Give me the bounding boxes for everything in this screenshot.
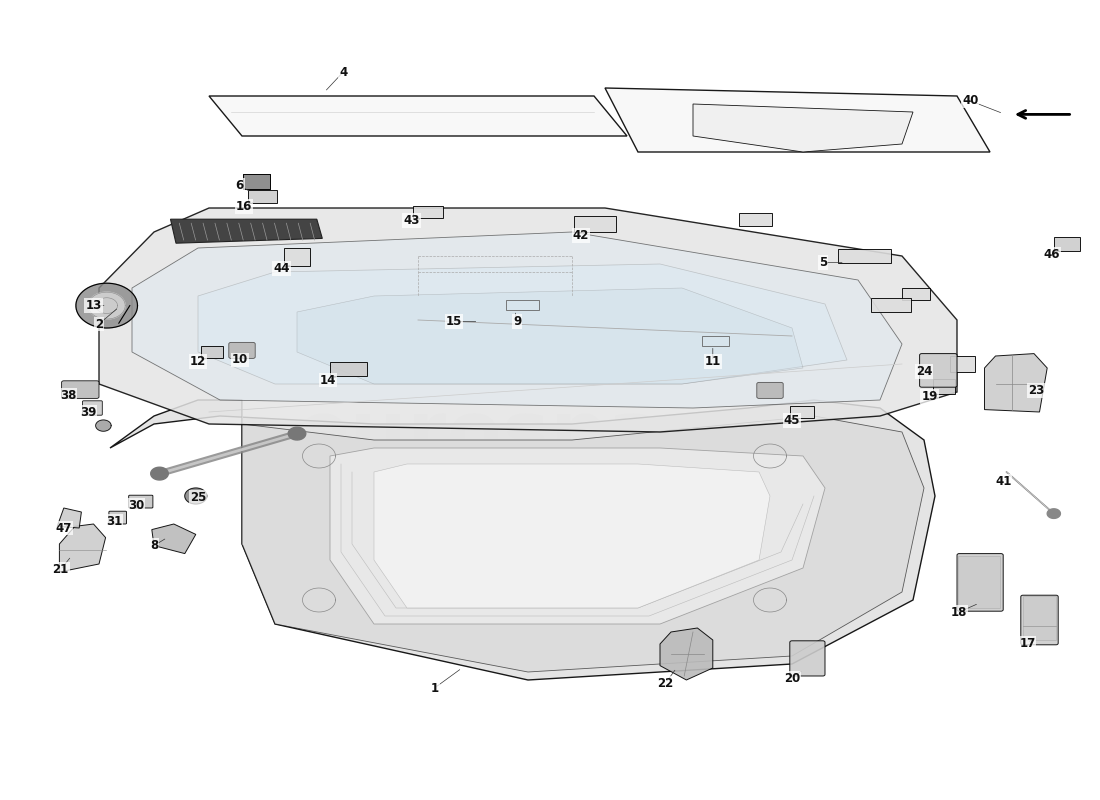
Text: 13: 13 (86, 299, 101, 312)
Text: 20: 20 (784, 672, 800, 685)
Text: 8: 8 (150, 539, 158, 552)
Bar (574, 216, 616, 232)
Text: 14: 14 (320, 374, 336, 386)
Text: 12: 12 (190, 355, 206, 368)
FancyBboxPatch shape (1021, 595, 1058, 645)
Text: 9: 9 (513, 315, 521, 328)
Polygon shape (110, 400, 935, 680)
Text: 16: 16 (236, 200, 252, 213)
Text: 5: 5 (818, 256, 827, 269)
Text: 44: 44 (274, 262, 290, 275)
Bar (933, 379, 955, 394)
Polygon shape (99, 208, 957, 432)
Text: 21: 21 (53, 563, 68, 576)
Text: 1: 1 (430, 682, 439, 694)
FancyBboxPatch shape (957, 554, 1003, 611)
Bar (243, 174, 270, 189)
Text: 22: 22 (658, 677, 673, 690)
Bar (201, 346, 223, 358)
Text: 4: 4 (339, 66, 348, 78)
Text: 38: 38 (60, 389, 76, 402)
Text: 6: 6 (235, 179, 244, 192)
Polygon shape (242, 416, 924, 672)
Polygon shape (59, 524, 106, 572)
Text: 10: 10 (232, 354, 248, 366)
Text: 15: 15 (447, 315, 462, 328)
Polygon shape (660, 628, 713, 680)
FancyBboxPatch shape (790, 641, 825, 676)
Bar (958, 556, 1000, 608)
Text: 30: 30 (129, 499, 144, 512)
Polygon shape (297, 288, 803, 384)
Text: 46: 46 (1043, 248, 1059, 261)
Text: a passion for motoring since 1985: a passion for motoring since 1985 (396, 507, 704, 525)
Polygon shape (198, 264, 847, 384)
Polygon shape (76, 283, 138, 328)
Bar (243, 174, 270, 189)
Bar (284, 248, 310, 266)
Text: 17: 17 (1020, 637, 1035, 650)
Bar (838, 249, 891, 263)
Text: 42: 42 (573, 229, 588, 242)
Polygon shape (209, 96, 627, 136)
Polygon shape (605, 88, 990, 152)
Polygon shape (57, 508, 81, 528)
Polygon shape (693, 104, 913, 152)
FancyBboxPatch shape (82, 401, 102, 415)
Polygon shape (984, 354, 1047, 412)
Bar (902, 288, 930, 300)
Text: 47: 47 (56, 522, 72, 534)
Bar (871, 298, 911, 312)
FancyBboxPatch shape (62, 381, 99, 398)
Bar (1054, 237, 1080, 251)
Bar (702, 336, 729, 346)
Polygon shape (96, 420, 111, 431)
Text: 19: 19 (922, 390, 937, 403)
Text: 24: 24 (916, 365, 932, 378)
Polygon shape (185, 488, 207, 504)
FancyBboxPatch shape (129, 495, 153, 508)
Polygon shape (288, 427, 306, 440)
Polygon shape (132, 232, 902, 408)
Bar (1023, 596, 1056, 640)
Text: 45: 45 (783, 414, 801, 427)
Text: eurospares: eurospares (295, 397, 805, 475)
Polygon shape (152, 524, 196, 554)
Polygon shape (88, 292, 125, 319)
Text: 11: 11 (705, 355, 720, 368)
Text: 41: 41 (996, 475, 1011, 488)
Polygon shape (151, 467, 168, 480)
Bar (506, 300, 539, 310)
Text: 43: 43 (404, 214, 419, 227)
Text: 18: 18 (952, 606, 967, 618)
Text: 31: 31 (107, 515, 122, 528)
Polygon shape (1047, 509, 1060, 518)
Text: 2: 2 (95, 318, 103, 330)
Text: 40: 40 (962, 94, 978, 107)
Bar (330, 362, 367, 376)
Text: 25: 25 (190, 491, 206, 504)
Text: 39: 39 (80, 406, 96, 418)
Bar (950, 356, 975, 372)
Polygon shape (330, 448, 825, 624)
FancyBboxPatch shape (757, 382, 783, 398)
Bar (790, 406, 814, 418)
FancyBboxPatch shape (920, 354, 957, 387)
Polygon shape (374, 464, 770, 608)
Polygon shape (96, 298, 118, 314)
Bar (248, 190, 277, 203)
Text: 23: 23 (1028, 384, 1044, 397)
Bar (412, 206, 443, 218)
FancyBboxPatch shape (229, 342, 255, 358)
FancyBboxPatch shape (109, 511, 126, 524)
Polygon shape (170, 219, 322, 243)
Bar (739, 213, 772, 226)
